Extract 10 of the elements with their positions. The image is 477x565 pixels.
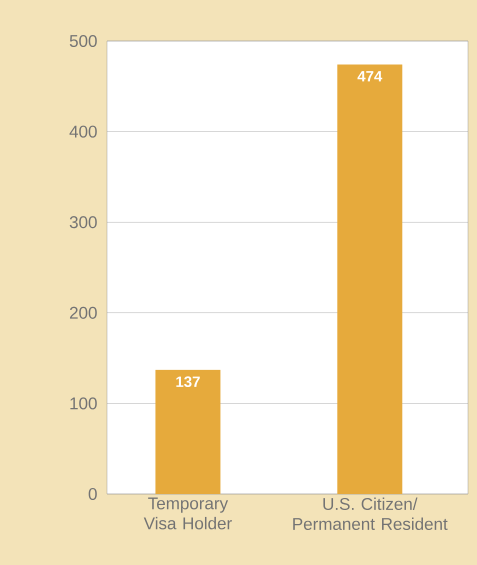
x-tick-label: Temporary Visa Holder: [144, 498, 232, 530]
data-label: 474: [358, 71, 382, 82]
data-label: 137: [176, 376, 200, 388]
y-tick-label: 400: [69, 126, 97, 138]
y-tick-label: 300: [70, 216, 97, 228]
y-tick-label: 500: [70, 34, 97, 48]
y-tick-label: 200: [70, 306, 97, 319]
y-tick-label: 0: [88, 488, 97, 500]
y-tick-label: 100: [70, 397, 97, 410]
x-tick-label: U.S. Citizen/ Permanent Resident: [293, 498, 448, 530]
